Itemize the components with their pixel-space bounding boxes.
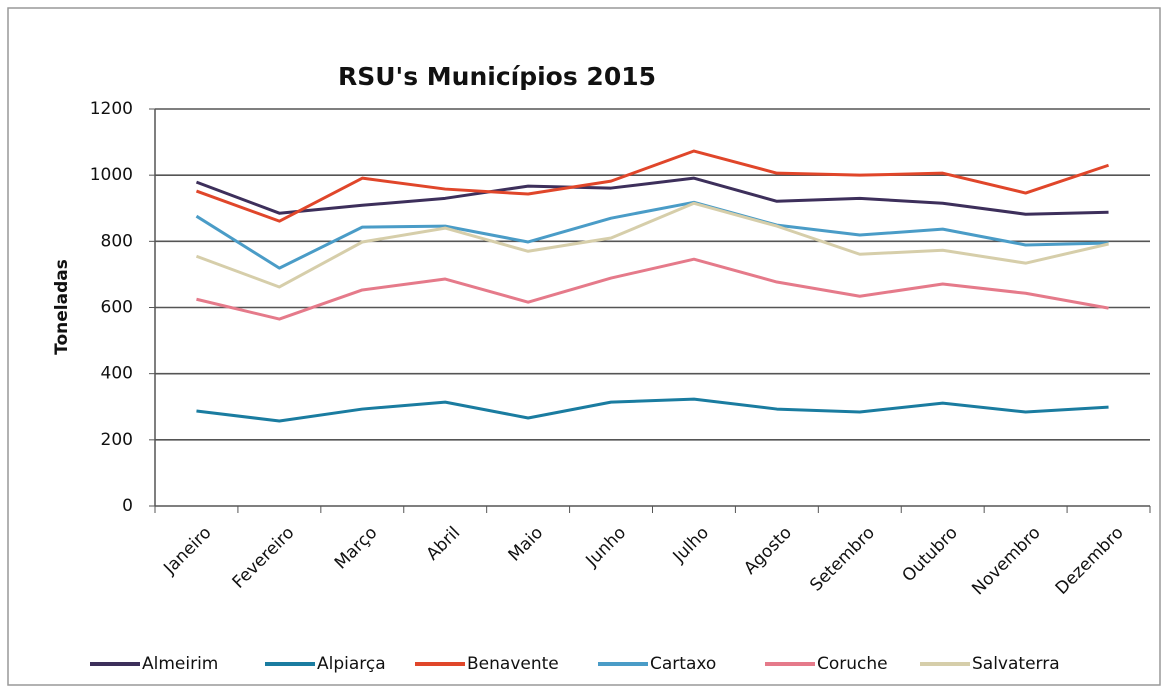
legend-label: Coruche	[817, 654, 888, 674]
series-line	[195, 176, 1109, 216]
x-tick-label: Outubro	[899, 523, 962, 586]
series-line	[195, 149, 1110, 223]
series-line	[195, 201, 1109, 289]
y-tick-label: 0	[122, 496, 133, 516]
series-line	[196, 397, 1109, 423]
y-tick-label: 200	[101, 430, 133, 450]
x-tick-label: Setembro	[806, 523, 879, 596]
x-tick-label: Novembro	[968, 523, 1044, 599]
x-tick-label: Janeiro	[159, 523, 215, 579]
series-line	[196, 257, 1109, 321]
y-tick-label: 1200	[90, 99, 133, 119]
series-line	[195, 200, 1109, 270]
x-tick-label: Julho	[669, 523, 713, 567]
x-tick-label: Junho	[581, 523, 630, 572]
legend-label: Salvaterra	[972, 654, 1060, 674]
y-tick-label: 600	[101, 298, 133, 318]
y-tick-label: 800	[101, 231, 133, 251]
x-tick-label: Agosto	[740, 523, 796, 579]
legend-label: Almeirim	[142, 654, 218, 674]
legend-label: Benavente	[467, 654, 559, 674]
y-tick-label: 400	[101, 364, 133, 384]
frame	[7, 7, 1161, 686]
x-tick-label: Maio	[505, 523, 548, 566]
x-tick-label: Março	[331, 523, 382, 574]
legend-label: Cartaxo	[650, 654, 716, 674]
legend-label: Alpiarça	[317, 654, 386, 674]
chart-title: RSU's Municípios 2015	[338, 62, 656, 91]
x-tick-label: Fevereiro	[229, 523, 299, 593]
y-tick-label: 1000	[90, 165, 133, 185]
x-tick-label: Abril	[423, 523, 465, 565]
x-tick-label: Dezembro	[1052, 523, 1128, 599]
y-axis-title: Toneladas	[52, 259, 72, 355]
